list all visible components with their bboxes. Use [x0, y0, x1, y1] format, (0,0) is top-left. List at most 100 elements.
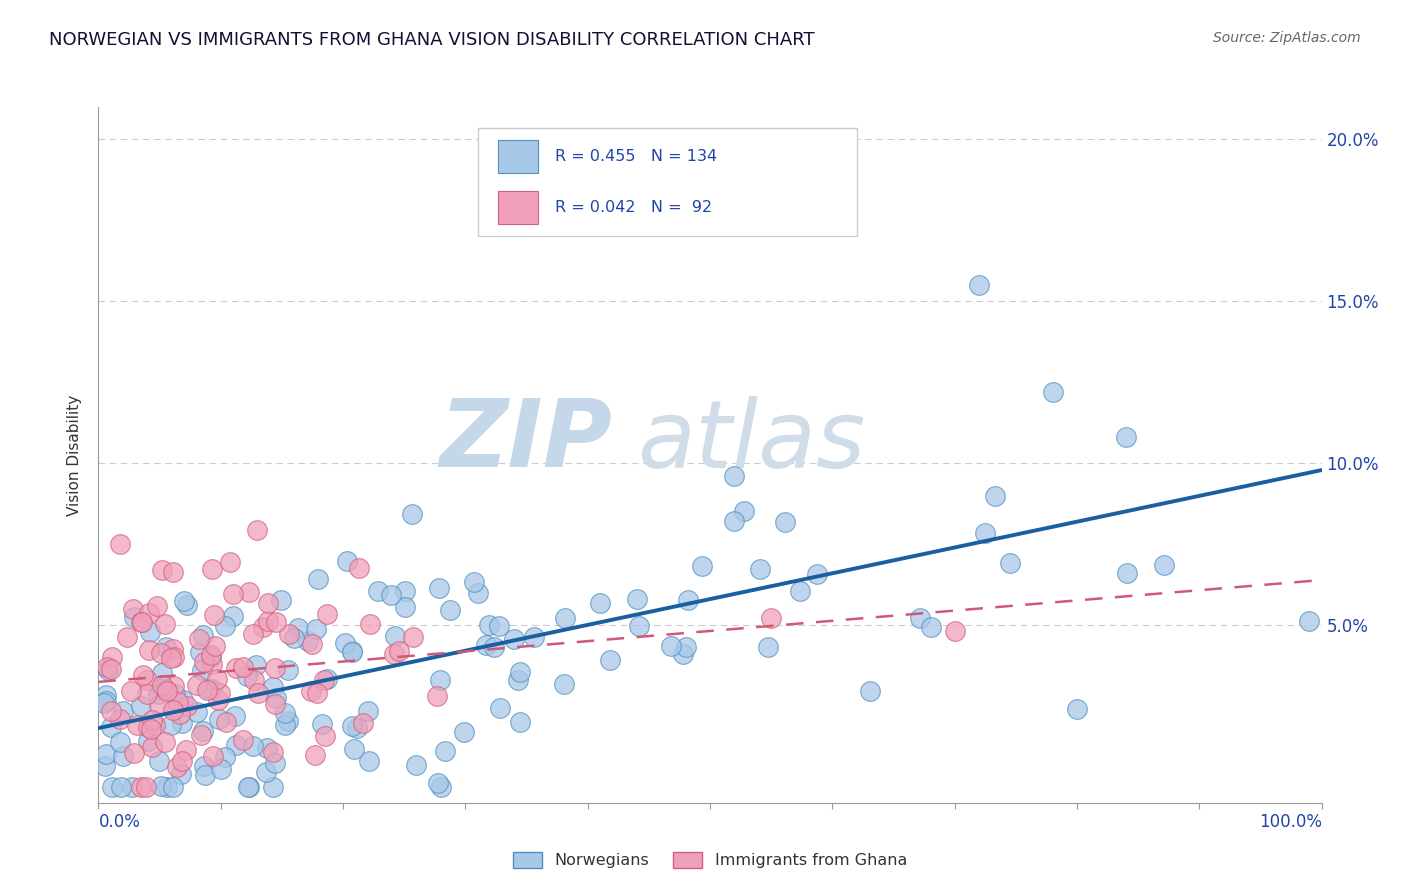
Point	[141, 739, 163, 754]
Point	[262, 680, 284, 694]
Point	[554, 611, 576, 625]
Point	[121, 780, 143, 794]
Point	[264, 756, 287, 770]
Text: NORWEGIAN VS IMMIGRANTS FROM GHANA VISION DISABILITY CORRELATION CHART: NORWEGIAN VS IMMIGRANTS FROM GHANA VISIO…	[49, 31, 815, 49]
Point	[380, 588, 402, 602]
Text: atlas: atlas	[637, 395, 865, 486]
Point	[201, 681, 224, 696]
Legend: Norwegians, Immigrants from Ghana: Norwegians, Immigrants from Ghana	[506, 846, 914, 875]
Point	[162, 780, 184, 794]
Point	[262, 780, 284, 794]
Point	[186, 677, 208, 691]
Point	[224, 709, 246, 723]
Point	[974, 526, 997, 541]
Point	[153, 616, 176, 631]
Point	[222, 587, 245, 601]
Point	[193, 759, 215, 773]
Point	[165, 687, 187, 701]
Point	[163, 679, 186, 693]
Point	[169, 707, 191, 722]
Text: 100.0%: 100.0%	[1258, 814, 1322, 831]
Point	[149, 646, 172, 660]
Point	[336, 554, 359, 568]
Point	[135, 780, 157, 794]
Point	[139, 625, 162, 640]
Point	[274, 717, 297, 731]
Point	[156, 684, 179, 698]
Point	[672, 647, 695, 661]
Point	[94, 694, 117, 708]
Y-axis label: Vision Disability: Vision Disability	[67, 394, 83, 516]
Point	[170, 715, 193, 730]
Point	[190, 728, 212, 742]
Point	[1000, 556, 1022, 570]
Point	[166, 695, 188, 709]
Point	[202, 608, 225, 623]
Point	[245, 657, 267, 672]
Bar	[498, 191, 537, 224]
Bar	[498, 140, 537, 173]
Point	[100, 704, 122, 718]
Point	[246, 686, 269, 700]
Point	[145, 599, 167, 613]
Point	[277, 663, 299, 677]
Point	[110, 712, 132, 726]
Point	[967, 278, 990, 293]
Point	[141, 722, 163, 736]
Point	[101, 649, 124, 664]
Point	[723, 469, 745, 483]
Point	[101, 780, 124, 794]
Point	[201, 749, 224, 764]
Point	[170, 754, 193, 768]
Point	[172, 692, 194, 706]
Point	[136, 734, 159, 748]
Point	[129, 699, 152, 714]
Point	[201, 562, 224, 576]
Point	[187, 632, 209, 646]
Text: R = 0.455   N = 134: R = 0.455 N = 134	[555, 149, 717, 164]
Point	[304, 747, 326, 762]
Point	[200, 649, 222, 664]
Point	[136, 673, 159, 687]
Point	[208, 686, 231, 700]
Point	[305, 622, 328, 636]
Point	[242, 739, 264, 754]
Point	[232, 733, 254, 747]
Point	[209, 762, 232, 776]
Point	[138, 642, 160, 657]
Point	[264, 615, 287, 629]
Point	[122, 602, 145, 616]
Point	[316, 672, 339, 686]
Point	[264, 697, 287, 711]
Point	[429, 673, 451, 688]
Point	[135, 687, 157, 701]
Point	[920, 619, 942, 633]
Point	[426, 689, 449, 703]
Text: R = 0.042   N =  92: R = 0.042 N = 92	[555, 200, 711, 215]
Point	[439, 602, 461, 616]
Point	[93, 696, 115, 710]
Point	[122, 746, 145, 760]
Point	[943, 624, 966, 639]
Point	[475, 639, 498, 653]
Point	[384, 629, 406, 643]
Point	[115, 630, 138, 644]
FancyBboxPatch shape	[478, 128, 856, 235]
Point	[111, 749, 134, 764]
Point	[307, 572, 329, 586]
Point	[756, 640, 779, 654]
Point	[347, 561, 370, 575]
Point	[489, 700, 512, 714]
Point	[388, 644, 411, 658]
Point	[232, 659, 254, 673]
Point	[218, 555, 240, 569]
Point	[733, 504, 755, 518]
Point	[153, 735, 176, 749]
Point	[205, 673, 228, 687]
Point	[243, 673, 266, 688]
Point	[94, 688, 117, 702]
Point	[132, 667, 155, 681]
Point	[176, 743, 198, 757]
Point	[201, 657, 224, 672]
Point	[245, 523, 267, 537]
